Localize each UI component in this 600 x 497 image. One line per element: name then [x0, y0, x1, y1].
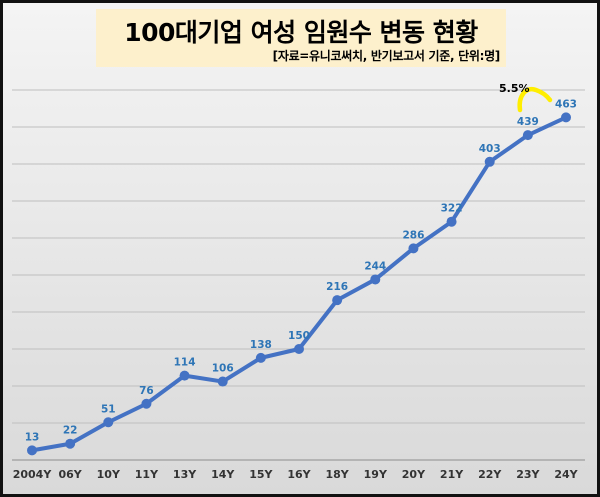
data-label: 403	[479, 143, 501, 155]
data-label: 106	[212, 363, 234, 375]
data-label: 150	[288, 330, 310, 342]
x-tick-label: 13Y	[173, 468, 197, 481]
x-axis-labels: 2004Y 06Y 10Y 11Y 13Y 14Y 15Y 16Y 18Y 19Y 20Y 21Y 22…	[13, 468, 579, 481]
x-tick-label: 22Y	[478, 468, 502, 481]
growth-arc-icon	[517, 86, 553, 113]
data-point-marker	[294, 344, 304, 354]
data-markers	[27, 112, 571, 456]
data-point-marker	[179, 370, 190, 381]
data-label: 216	[326, 281, 348, 293]
data-point-marker	[65, 438, 76, 449]
data-point-marker	[370, 274, 381, 285]
data-point-marker	[484, 156, 495, 167]
x-tick-label: 24Y	[554, 468, 578, 481]
growth-annotation: 5.5%	[499, 82, 553, 113]
data-label: 286	[402, 229, 424, 241]
data-point-marker	[408, 243, 419, 254]
data-point-marker	[27, 445, 37, 456]
data-labels: 13 22 51 76 114 106 138 150 216 244 286 322 403 439 46…	[25, 98, 577, 443]
data-label: 322	[441, 203, 463, 215]
x-tick-label: 06Y	[59, 468, 83, 481]
x-tick-label: 21Y	[440, 468, 464, 481]
data-label: 244	[364, 260, 386, 272]
series-line	[30, 115, 568, 453]
x-tick-label: 23Y	[516, 468, 540, 481]
gridlines	[12, 89, 585, 424]
data-label: 439	[517, 116, 539, 128]
data-label: 114	[174, 357, 196, 369]
data-label: 463	[555, 98, 577, 110]
data-label: 138	[250, 339, 272, 351]
data-point-marker	[141, 398, 152, 409]
chart-title: 100대기업 여성 임원수 변동 현황	[124, 18, 478, 47]
title-box: 100대기업 여성 임원수 변동 현황 [자료=유니코써치, 반기보고서 기준,…	[96, 9, 506, 67]
data-label: 22	[63, 425, 78, 437]
x-tick-label: 15Y	[249, 468, 273, 481]
data-label: 13	[25, 431, 40, 443]
x-tick-label: 10Y	[97, 468, 121, 481]
data-point-marker	[255, 352, 266, 363]
data-point-marker	[217, 376, 228, 387]
x-tick-label: 20Y	[402, 468, 426, 481]
data-point-marker	[561, 112, 571, 123]
x-tick-label: 2004Y	[13, 468, 53, 481]
x-tick-label: 19Y	[364, 468, 388, 481]
data-label: 76	[139, 385, 154, 397]
x-tick-label: 18Y	[326, 468, 350, 481]
x-tick-label: 16Y	[287, 468, 311, 481]
data-point-marker	[522, 130, 533, 141]
x-tick-label: 14Y	[211, 468, 235, 481]
data-point-marker	[332, 295, 343, 306]
data-label: 51	[101, 403, 116, 415]
data-point-marker	[103, 417, 114, 428]
x-tick-label: 11Y	[135, 468, 159, 481]
chart-source-note: [자료=유니코써치, 반기보고서 기준, 단위:명]	[272, 49, 501, 63]
growth-label: 5.5%	[499, 82, 530, 95]
data-point-marker	[446, 216, 457, 227]
